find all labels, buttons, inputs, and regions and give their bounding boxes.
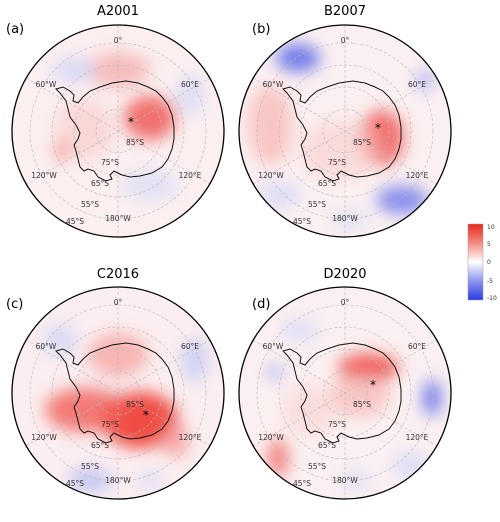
- meridian-label: 120°W: [258, 171, 284, 180]
- meridian-label: 120°E: [406, 171, 429, 180]
- meridian-label: 120°E: [179, 433, 202, 442]
- anomaly-warm: [45, 388, 125, 432]
- panel-label: (d): [252, 297, 270, 312]
- parallel-label: 85°S: [353, 400, 371, 409]
- panel-b: (b) B2007 0° 60°E 120°E 180°W 120°W 60°W…: [238, 4, 452, 238]
- anomaly-cool: [415, 68, 435, 92]
- parallel-label: 75°S: [328, 420, 346, 429]
- meridian-label: 180°W: [105, 476, 131, 485]
- anomaly-cool: [337, 470, 373, 490]
- meridian-label: 60°E: [408, 342, 426, 351]
- panel-d: (d) D2020 0° 60°E 120°E 180°W 120°W 60°W…: [238, 267, 452, 500]
- meridian-label: 120°W: [31, 433, 57, 442]
- colorbar-tick: -5: [487, 278, 493, 285]
- anomaly-cool: [136, 470, 164, 490]
- parallel-label: 65°S: [318, 441, 336, 450]
- anomaly-cool: [176, 75, 204, 115]
- anomaly-warm: [248, 85, 292, 165]
- meridian-label: 180°W: [332, 214, 358, 223]
- parallel-label: 45°S: [66, 479, 84, 488]
- anomaly-warm: [330, 373, 390, 417]
- anomaly-cool: [276, 44, 320, 72]
- map-border: [11, 286, 225, 500]
- anomaly-cool: [258, 181, 302, 209]
- colorbar-tick: 10: [487, 224, 495, 231]
- anomaly-cool: [52, 58, 96, 82]
- meridian-label: 180°W: [105, 214, 131, 223]
- panel-a: (a) A2001 0° 60°E 120°E 180°W 120°W 60°W…: [6, 4, 225, 238]
- anomaly-warm: [282, 384, 338, 436]
- anomaly-warm: [161, 422, 189, 458]
- meridian-label: 120°E: [179, 171, 202, 180]
- map-border: [238, 24, 452, 238]
- anomaly-cool: [267, 362, 283, 382]
- panel-label: (a): [6, 22, 24, 37]
- meridian-label: 0°: [341, 298, 350, 307]
- parallel-label: 75°S: [101, 420, 119, 429]
- colorbar-tick: 5: [487, 241, 491, 248]
- parallel-label: 45°S: [293, 479, 311, 488]
- colorbar: 10 5 0 -5 -10: [467, 223, 497, 302]
- panel-title: A2001: [97, 4, 139, 19]
- parallel-label: 85°S: [353, 138, 371, 147]
- meridian-label: 60°E: [408, 80, 426, 89]
- meridian-label: 120°W: [258, 433, 284, 442]
- station-marker: *: [128, 115, 134, 129]
- map-border: [238, 286, 452, 500]
- parallel-label: 55°S: [81, 462, 99, 471]
- map-border: [11, 24, 225, 238]
- meridian-label: 60°E: [181, 342, 199, 351]
- anomaly-cool: [330, 210, 370, 230]
- station-marker: *: [370, 378, 376, 392]
- panel-title: C2016: [97, 267, 139, 282]
- anomaly-warm: [55, 100, 115, 160]
- panel-title: D2020: [323, 267, 366, 282]
- panel-label: (c): [6, 297, 23, 312]
- panel-c: (c) C2016 0° 60°E 120°E 180°W 120°W 60°W…: [6, 267, 225, 500]
- anomaly-cool: [42, 324, 78, 356]
- meridian-label: 120°E: [406, 433, 429, 442]
- parallel-label: 85°S: [126, 138, 144, 147]
- panel-title: B2007: [324, 4, 366, 19]
- parallel-label: 45°S: [66, 217, 84, 226]
- meridian-label: 60°W: [36, 342, 57, 351]
- meridian-label: 0°: [114, 36, 123, 45]
- parallel-label: 55°S: [308, 200, 326, 209]
- meridian-label: 0°: [114, 298, 123, 307]
- colorbar-tick: 0: [487, 259, 491, 266]
- meridian-label: 0°: [341, 36, 350, 45]
- colorbar-tick: -10: [487, 295, 497, 302]
- parallel-label: 65°S: [91, 441, 109, 450]
- anomaly-cool: [280, 318, 320, 342]
- anomaly-cool: [181, 338, 209, 382]
- anomaly-cool: [122, 169, 178, 201]
- meridian-label: 60°W: [36, 80, 57, 89]
- anomaly-warm: [300, 120, 380, 180]
- parallel-label: 75°S: [328, 158, 346, 167]
- station-marker: *: [375, 121, 381, 135]
- anomaly-cool: [423, 380, 441, 416]
- anomaly-cool: [68, 468, 112, 492]
- station-marker: *: [143, 408, 149, 422]
- parallel-label: 55°S: [308, 462, 326, 471]
- meridian-label: 180°W: [332, 476, 358, 485]
- parallel-label: 85°S: [126, 400, 144, 409]
- parallel-label: 45°S: [293, 217, 311, 226]
- parallel-label: 55°S: [81, 200, 99, 209]
- parallel-label: 75°S: [101, 158, 119, 167]
- colorbar-gradient: [467, 223, 484, 301]
- meridian-label: 60°W: [263, 342, 284, 351]
- meridian-label: 60°E: [181, 80, 199, 89]
- panel-label: (b): [252, 22, 270, 37]
- meridian-label: 60°W: [263, 80, 284, 89]
- meridian-label: 120°W: [31, 171, 57, 180]
- parallel-label: 65°S: [318, 179, 336, 188]
- anomaly-warm: [268, 438, 288, 478]
- anomaly-warm: [124, 96, 176, 140]
- parallel-label: 65°S: [91, 179, 109, 188]
